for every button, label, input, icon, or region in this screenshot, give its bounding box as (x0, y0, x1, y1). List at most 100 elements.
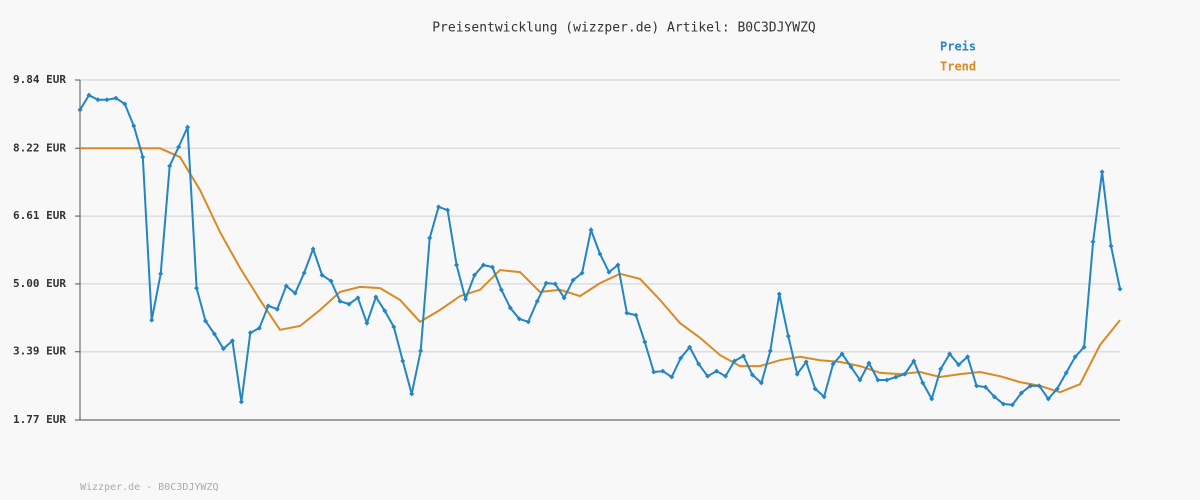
point-marker (256, 325, 262, 331)
point-marker (194, 285, 200, 291)
point-marker (498, 287, 504, 293)
point-marker (1099, 169, 1105, 175)
point-marker (633, 312, 639, 318)
point-marker (77, 107, 83, 113)
point-marker (1072, 354, 1078, 360)
point-marker (149, 317, 155, 323)
point-marker (866, 360, 872, 366)
point-marker (489, 264, 495, 270)
point-marker (731, 358, 737, 364)
legend-label: Preis (940, 40, 976, 54)
point-marker (1027, 383, 1033, 389)
point-marker (974, 383, 980, 389)
point-marker (552, 281, 558, 287)
point-marker (274, 306, 280, 312)
point-marker (875, 377, 881, 383)
point-marker (534, 298, 540, 304)
point-marker (956, 362, 962, 368)
point-marker (95, 97, 101, 103)
point-marker (893, 374, 899, 380)
point-marker (507, 305, 513, 311)
legend-label: Trend (940, 60, 976, 74)
point-marker (740, 353, 746, 359)
point-marker (785, 333, 791, 339)
y-tick-label: 8.22 EUR (13, 141, 66, 154)
point-marker (310, 246, 316, 252)
y-tick-label: 5.00 EUR (13, 277, 66, 290)
point-marker (391, 324, 397, 330)
point-marker (1054, 386, 1060, 392)
point-marker (615, 262, 621, 268)
point-marker (427, 235, 433, 241)
point-marker (1081, 344, 1087, 350)
point-marker (669, 374, 675, 380)
point-marker (516, 316, 522, 322)
point-marker (651, 369, 657, 375)
point-marker (400, 358, 406, 364)
point-marker (113, 95, 119, 101)
point-marker (229, 338, 235, 344)
point-marker (319, 272, 325, 278)
point-marker (678, 355, 684, 361)
point-marker (642, 339, 648, 345)
point-marker (947, 351, 953, 357)
point-marker (848, 364, 854, 370)
point-marker (480, 262, 486, 268)
point-marker (471, 272, 477, 278)
point-marker (337, 298, 343, 304)
y-tick-label: 9.84 EUR (13, 73, 66, 86)
point-marker (884, 377, 890, 383)
point-marker (1018, 390, 1024, 396)
point-marker (767, 348, 773, 354)
point-marker (355, 295, 361, 301)
point-marker (454, 262, 460, 268)
point-marker (543, 280, 549, 286)
point-marker (929, 396, 935, 402)
point-marker (220, 346, 226, 352)
point-marker (758, 380, 764, 386)
point-marker (525, 319, 531, 325)
point-marker (597, 251, 603, 257)
point-marker (938, 366, 944, 372)
point-marker (696, 361, 702, 367)
chart-title: Preisentwicklung (wizzper.de) Artikel: B… (432, 21, 816, 36)
point-marker (301, 270, 307, 276)
point-marker (1063, 370, 1069, 376)
point-marker (436, 204, 442, 210)
point-marker (283, 283, 289, 289)
point-marker (1090, 239, 1096, 245)
point-marker (176, 144, 182, 150)
point-marker (821, 394, 827, 400)
point-marker (203, 318, 209, 324)
point-marker (965, 354, 971, 360)
point-marker (409, 391, 415, 397)
point-marker (292, 290, 298, 296)
point-marker (104, 97, 110, 103)
point-marker (1009, 402, 1015, 408)
point-marker (839, 351, 845, 357)
point-marker (86, 92, 92, 98)
point-marker (1108, 243, 1114, 249)
point-marker (265, 303, 271, 309)
point-marker (606, 269, 612, 275)
point-marker (911, 358, 917, 364)
point-marker (373, 294, 379, 300)
point-marker (1117, 286, 1123, 292)
point-marker (131, 123, 137, 129)
point-marker (624, 310, 630, 316)
point-marker (346, 301, 352, 307)
point-marker (983, 384, 989, 390)
point-marker (723, 373, 729, 379)
point-marker (920, 380, 926, 386)
point-marker (463, 296, 469, 302)
point-marker (167, 163, 173, 169)
point-marker (238, 399, 244, 405)
point-marker (445, 207, 451, 213)
point-marker (588, 227, 594, 233)
point-marker (714, 368, 720, 374)
point-marker (382, 308, 388, 314)
point-marker (803, 359, 809, 365)
point-marker (418, 348, 424, 354)
point-marker (902, 371, 908, 377)
